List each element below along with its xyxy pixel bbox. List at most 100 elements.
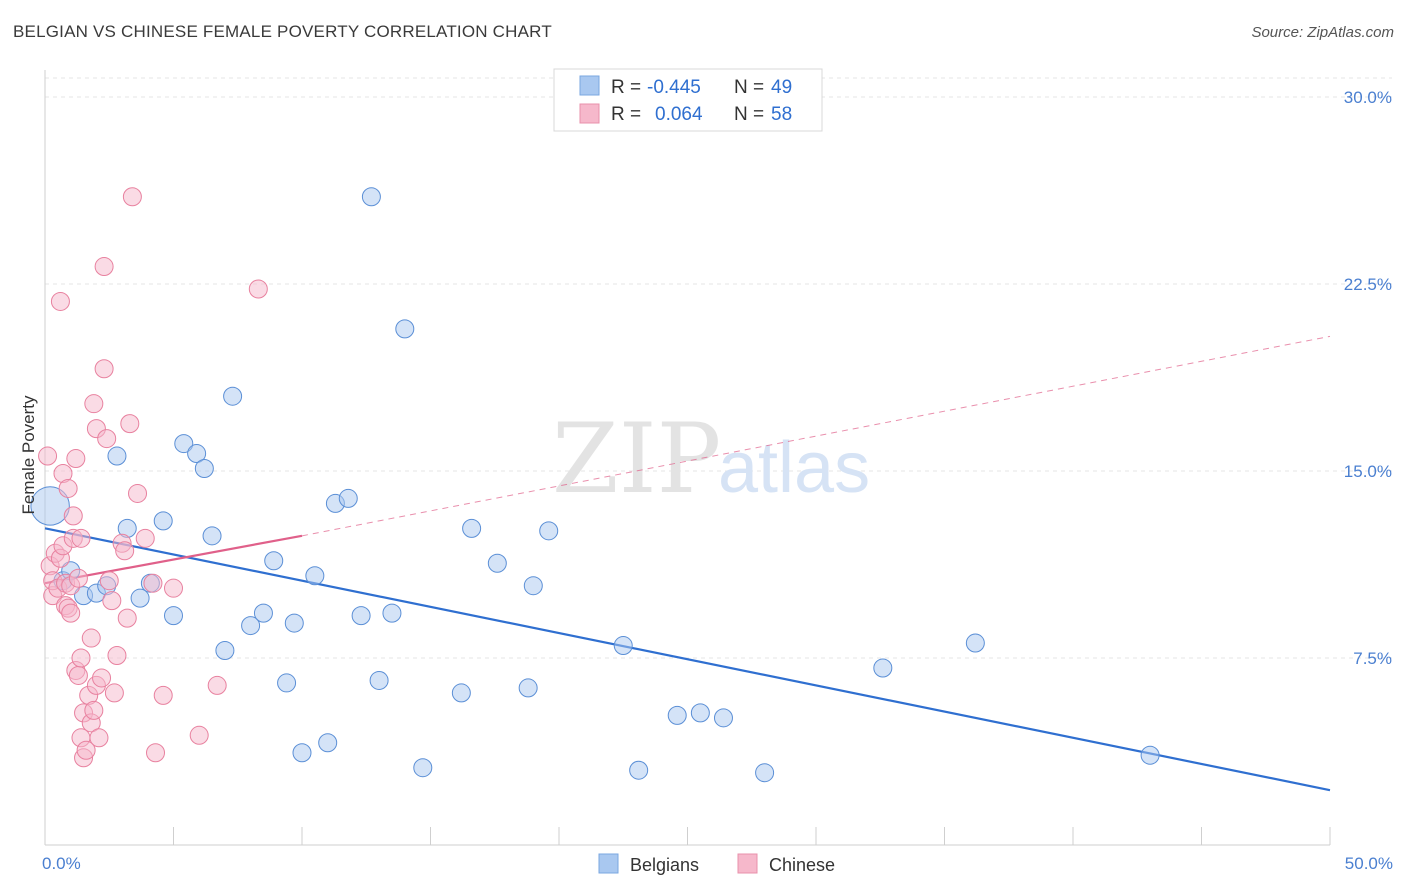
point-chinese-15 — [61, 603, 81, 623]
point-chinese-49 — [128, 483, 148, 503]
point-belgians-30 — [369, 670, 389, 690]
y-tick-label-0: 7.5% — [1353, 649, 1392, 668]
point-belgians-10 — [153, 511, 173, 531]
point-belgians-17 — [223, 386, 243, 406]
point-belgians-37 — [518, 678, 538, 698]
point-chinese-45 — [115, 541, 135, 561]
point-belgians-14 — [194, 459, 214, 479]
y-axis-label: Female Poverty — [19, 395, 38, 515]
point-belgians-48 — [1140, 745, 1160, 765]
point-belgians-12 — [174, 434, 194, 454]
point-belgians-39 — [539, 521, 559, 541]
point-belgians-47 — [965, 633, 985, 653]
legend-n-value-1: 49 — [771, 77, 792, 98]
point-chinese-0 — [38, 446, 58, 466]
point-chinese-13 — [58, 478, 78, 498]
point-belgians-34 — [451, 683, 471, 703]
point-chinese-43 — [107, 646, 127, 666]
trend-line-belgians — [44, 527, 1331, 792]
point-chinese-54 — [164, 578, 183, 598]
point-belgians-8 — [130, 588, 150, 608]
grid-lines — [45, 77, 1392, 659]
bottom-legend-label-belgians: Belgians — [630, 855, 699, 875]
point-belgians-0 — [30, 486, 70, 526]
point-chinese-53 — [153, 685, 173, 705]
legend-r-value-1: -0.445 — [647, 77, 701, 98]
point-belgians-38 — [523, 576, 543, 596]
point-chinese-50 — [135, 528, 155, 548]
point-chinese-35 — [89, 728, 109, 748]
point-belgians-25 — [318, 733, 338, 753]
point-belgians-31 — [382, 603, 402, 623]
point-belgians-32 — [395, 319, 415, 339]
point-belgians-42 — [667, 705, 687, 725]
source-label: Source: ZipAtlas.com — [1251, 24, 1394, 41]
point-belgians-18 — [241, 616, 261, 636]
point-chinese-56 — [207, 675, 227, 695]
point-belgians-40 — [613, 636, 633, 656]
y-tick-label-2: 22.5% — [1344, 275, 1392, 294]
point-belgians-44 — [713, 708, 733, 728]
point-chinese-31 — [84, 394, 104, 414]
point-chinese-47 — [120, 414, 140, 434]
watermark-atlas: atlas — [718, 428, 870, 508]
point-chinese-38 — [94, 359, 114, 379]
point-chinese-41 — [102, 591, 122, 611]
bottom-legend-label-chinese: Chinese — [769, 855, 835, 875]
point-belgians-24 — [305, 566, 325, 586]
point-chinese-23 — [71, 648, 91, 668]
point-belgians-36 — [487, 553, 507, 573]
data-points — [30, 187, 1160, 783]
point-belgians-29 — [361, 187, 381, 207]
point-chinese-22 — [71, 528, 91, 548]
legend-n-label-1: N = — [734, 77, 764, 98]
point-chinese-7 — [50, 291, 70, 311]
point-chinese-16 — [63, 506, 83, 526]
bottom-legend-swatch-belgians — [598, 853, 619, 874]
watermark-zip: ZIP — [552, 403, 721, 515]
point-chinese-48 — [122, 187, 142, 207]
point-chinese-36 — [92, 668, 112, 688]
trend-line-extension-chinese — [301, 335, 1331, 537]
point-chinese-18 — [66, 449, 86, 469]
legend-n-label-2: N = — [734, 104, 764, 125]
trend-lines — [44, 335, 1331, 792]
point-chinese-57 — [248, 279, 268, 299]
point-belgians-20 — [264, 551, 284, 571]
legend-box: R = -0.445 N = 49 R = 0.064 N = 58 — [553, 68, 823, 132]
point-chinese-39 — [97, 429, 117, 449]
point-chinese-42 — [104, 683, 124, 703]
point-chinese-52 — [146, 743, 166, 763]
point-belgians-27 — [338, 488, 358, 508]
y-tick-label-1: 15.0% — [1344, 462, 1392, 481]
point-belgians-41 — [629, 760, 649, 780]
point-belgians-23 — [292, 743, 312, 763]
legend-n-value-2: 58 — [771, 104, 792, 125]
point-chinese-21 — [68, 665, 88, 685]
y-tick-label-3: 30.0% — [1344, 88, 1392, 107]
bottom-legend: Belgians Chinese — [598, 853, 835, 875]
point-belgians-13 — [187, 444, 207, 464]
trend-line-chinese — [44, 534, 303, 585]
point-belgians-28 — [351, 606, 371, 626]
x-tick-label-1: 50.0% — [1345, 854, 1393, 873]
legend-r-value-2: 0.064 — [655, 104, 703, 125]
point-belgians-6 — [107, 446, 127, 466]
legend-swatch-chinese — [579, 103, 600, 124]
point-belgians-22 — [284, 613, 304, 633]
point-belgians-21 — [277, 673, 297, 693]
point-chinese-46 — [117, 608, 137, 628]
point-belgians-45 — [755, 763, 775, 783]
chart-title: BELGIAN VS CHINESE FEMALE POVERTY CORREL… — [13, 22, 552, 41]
x-tick-label-0: 0.0% — [42, 854, 81, 873]
point-chinese-40 — [99, 571, 119, 591]
point-chinese-20 — [68, 568, 88, 588]
point-belgians-11 — [164, 606, 183, 626]
point-chinese-55 — [189, 725, 209, 745]
tick-labels: 7.5% 15.0% 22.5% 30.0% 0.0% 50.0% — [42, 88, 1393, 873]
watermark: ZIP atlas — [552, 403, 870, 515]
point-belgians-16 — [215, 641, 235, 661]
point-belgians-46 — [873, 658, 893, 678]
legend-r-label-2: R = — [611, 104, 641, 125]
